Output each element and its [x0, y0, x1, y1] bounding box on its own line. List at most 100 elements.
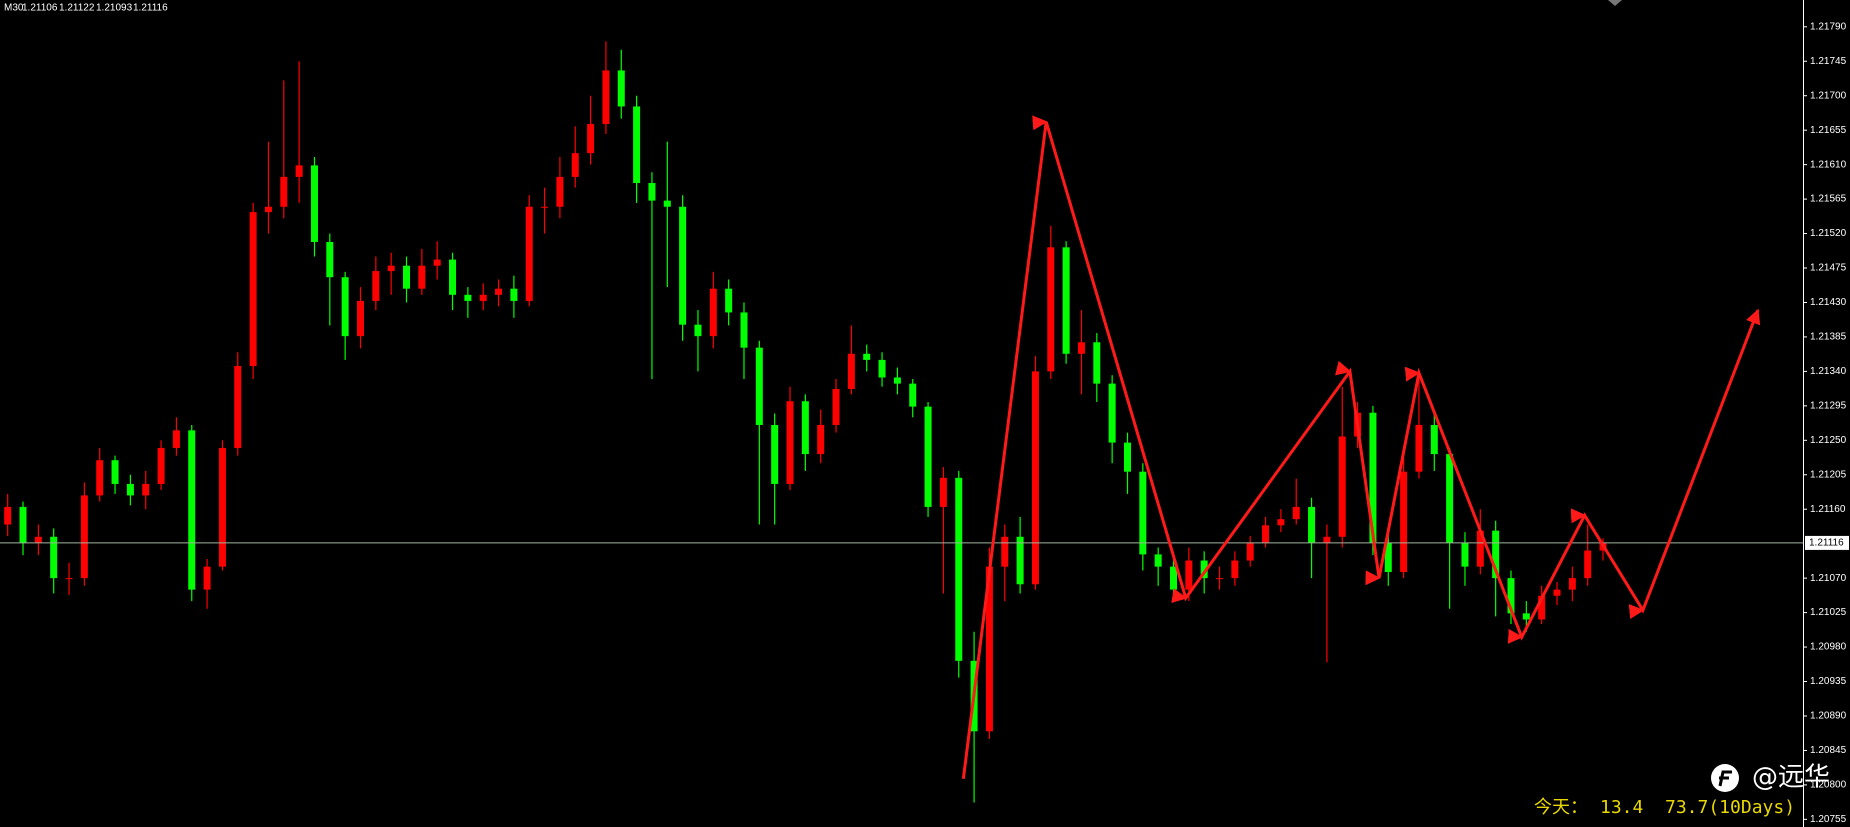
candle-body: [1246, 542, 1254, 561]
y-tick-label: 1.20755: [1810, 814, 1847, 825]
candle-body: [1415, 424, 1423, 472]
candle-body: [403, 265, 411, 289]
candle-body: [1430, 424, 1438, 455]
scroll-marker: [1608, 0, 1622, 6]
candle-body: [280, 176, 288, 207]
candle-body: [4, 506, 12, 525]
timeframe: M30: [4, 3, 24, 14]
footer-ten-days: 73.7(10Days): [1665, 797, 1795, 818]
candle-body: [1062, 247, 1070, 354]
candle-body: [310, 165, 318, 242]
header-ohlc: 1.21122: [59, 3, 95, 14]
candle-body: [985, 566, 993, 732]
watermark-logo-mark: [1718, 770, 1732, 787]
candle-body: [893, 377, 901, 384]
candle-body: [249, 212, 257, 367]
y-tick-label: 1.21160: [1810, 504, 1846, 515]
y-tick-label: 1.21700: [1810, 90, 1847, 101]
y-tick-label: 1.20935: [1810, 676, 1847, 687]
candle-body: [740, 312, 748, 348]
footer-label: 今天：: [1534, 797, 1588, 818]
axis-layer: 1.20755 1.20800 1.20845 1.20890 1.20935 1.209…: [1803, 21, 1847, 825]
header-ohlc: 1.21116: [133, 3, 168, 14]
candle-body: [1277, 519, 1285, 526]
y-tick-label: 1.21745: [1810, 56, 1847, 67]
candle-body: [1262, 525, 1270, 543]
candle-body: [479, 294, 487, 301]
candle-body: [955, 477, 963, 661]
candle-body: [556, 176, 564, 207]
candle-body: [433, 259, 441, 266]
y-tick-label: 1.21025: [1810, 607, 1847, 618]
candle-body: [65, 578, 73, 580]
y-tick-label: 1.21520: [1810, 228, 1847, 239]
candle-body: [801, 401, 809, 455]
candle-body: [372, 271, 380, 301]
candle-body: [1584, 550, 1592, 579]
candle-body: [1093, 342, 1101, 384]
y-tick-label: 1.21475: [1810, 263, 1847, 274]
candle-body: [418, 265, 426, 289]
candle-body: [495, 288, 503, 295]
y-tick-label: 1.21430: [1810, 297, 1847, 308]
candle-body: [34, 536, 42, 543]
y-tick-label: 1.21250: [1810, 435, 1847, 446]
candle-body: [326, 241, 334, 278]
candle-body: [587, 124, 595, 154]
y-tick-label: 1.21205: [1810, 469, 1847, 480]
candle-body: [157, 447, 165, 484]
candle-body: [295, 165, 303, 177]
candle-body: [1170, 566, 1178, 590]
candle-body: [1308, 506, 1316, 543]
current-price-label: 1.21116: [1809, 538, 1844, 549]
y-tick-label: 1.21385: [1810, 332, 1847, 343]
candle-body: [617, 70, 625, 107]
candle-body: [218, 447, 226, 567]
candle-body: [1185, 560, 1193, 590]
candle-body: [341, 277, 349, 337]
candle-body: [847, 353, 855, 389]
candle-body: [1461, 542, 1469, 567]
y-tick-label: 1.21295: [1810, 400, 1847, 411]
candle-body: [1400, 471, 1408, 573]
candle-body: [709, 288, 717, 337]
candle-body: [1553, 589, 1561, 596]
header-ohlc: 1.21093: [96, 3, 133, 14]
candle-body: [188, 430, 196, 590]
candle-body: [878, 359, 886, 378]
candle-body: [126, 483, 134, 496]
candle-body: [694, 324, 702, 337]
candle-body: [679, 206, 687, 325]
candle-body: [1108, 383, 1116, 443]
candle-body: [1446, 454, 1454, 543]
candle-body: [142, 483, 150, 496]
candle-body: [648, 183, 656, 201]
candle-body: [1001, 536, 1009, 567]
candle-body: [111, 460, 119, 484]
candle-body: [1123, 442, 1131, 472]
candle-body: [80, 495, 88, 579]
candle-body: [725, 288, 733, 313]
candle-body: [817, 424, 825, 455]
candle-body: [1031, 371, 1039, 585]
watermark: @远华: [1752, 763, 1830, 793]
header-ohlc: 1.21106: [22, 3, 58, 14]
y-tick-label: 1.21655: [1810, 125, 1847, 136]
candle-body: [863, 353, 871, 360]
candle-body: [771, 424, 779, 484]
candle-body: [1338, 436, 1346, 537]
candle-body: [510, 288, 518, 301]
candle-body: [1047, 247, 1055, 372]
candle-body: [541, 206, 549, 208]
candle-body: [909, 383, 917, 407]
candle-body: [96, 460, 104, 496]
footer-today: 13.4: [1600, 797, 1643, 818]
y-tick-label: 1.20800: [1810, 780, 1847, 791]
candle-body: [755, 347, 763, 425]
candle-body: [387, 265, 395, 272]
candle-body: [602, 70, 610, 125]
candle-body: [203, 566, 211, 590]
candle-body: [832, 388, 840, 425]
candle-body: [464, 294, 472, 301]
